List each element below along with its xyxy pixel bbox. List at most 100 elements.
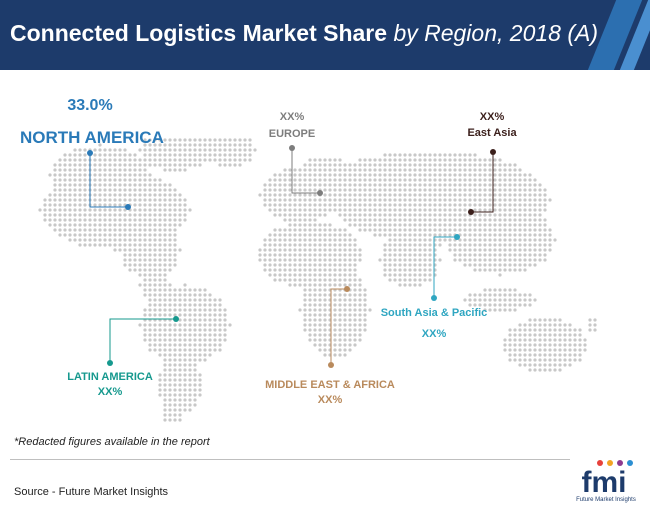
map-dot [353, 198, 357, 202]
map-dot [528, 363, 532, 367]
map-dot [288, 273, 292, 277]
map-dot [133, 198, 137, 202]
map-dot [413, 178, 417, 182]
map-dot [473, 163, 477, 167]
map-dot [563, 328, 567, 332]
map-dot [573, 333, 577, 337]
map-dot [148, 263, 152, 267]
map-dot [348, 318, 352, 322]
map-dot [538, 363, 542, 367]
map-dot [63, 163, 67, 167]
map-dot [53, 178, 57, 182]
map-dot [383, 163, 387, 167]
map-dot [138, 263, 142, 267]
map-dot [498, 298, 502, 302]
map-dot [148, 328, 152, 332]
map-dot [128, 263, 132, 267]
map-dot [488, 293, 492, 297]
map-dot [183, 383, 187, 387]
map-dot [523, 258, 527, 262]
map-dot [463, 263, 467, 267]
map-dot [158, 338, 162, 342]
map-dot [353, 333, 357, 337]
map-dot [393, 198, 397, 202]
map-dot [128, 223, 132, 227]
map-dot [343, 323, 347, 327]
map-dot [273, 233, 277, 237]
map-dot [488, 203, 492, 207]
map-dot [363, 178, 367, 182]
map-dot [453, 203, 457, 207]
map-dot [343, 348, 347, 352]
map-dot [173, 343, 177, 347]
map-dot [143, 248, 147, 252]
map-dot [168, 238, 172, 242]
map-dot [183, 208, 187, 212]
map-dot [418, 243, 422, 247]
map-dot [68, 213, 72, 217]
map-dot [293, 198, 297, 202]
map-dot [348, 278, 352, 282]
map-dot [288, 248, 292, 252]
map-dot [378, 178, 382, 182]
map-dot [473, 168, 477, 172]
map-dot [513, 348, 517, 352]
map-dot [323, 193, 327, 197]
map-dot [313, 333, 317, 337]
map-dot [533, 363, 537, 367]
map-dot [508, 233, 512, 237]
map-dot [178, 403, 182, 407]
map-dot [273, 228, 277, 232]
map-dot [403, 243, 407, 247]
map-dot [313, 158, 317, 162]
map-dot [288, 178, 292, 182]
map-dot [408, 218, 412, 222]
map-dot [318, 223, 322, 227]
map-dot [358, 213, 362, 217]
map-dot [528, 248, 532, 252]
map-dot [158, 393, 162, 397]
map-dot [183, 283, 187, 287]
map-dot [533, 248, 537, 252]
map-dot [478, 203, 482, 207]
map-dot [123, 148, 127, 152]
map-dot [303, 233, 307, 237]
map-dot [48, 198, 52, 202]
map-dot [178, 368, 182, 372]
map-dot [453, 188, 457, 192]
map-dot [538, 203, 542, 207]
map-dot [348, 178, 352, 182]
map-dot [493, 288, 497, 292]
map-dot [143, 143, 147, 147]
map-dot [283, 188, 287, 192]
map-dot [63, 233, 67, 237]
map-dot [203, 358, 207, 362]
map-dot [458, 173, 462, 177]
map-dot [338, 193, 342, 197]
map-dot [188, 318, 192, 322]
map-dot [363, 328, 367, 332]
map-dot [128, 188, 132, 192]
map-dot [163, 358, 167, 362]
map-dot [133, 268, 137, 272]
map-dot [198, 353, 202, 357]
map-dot [518, 343, 522, 347]
map-dot [488, 158, 492, 162]
map-dot [98, 213, 102, 217]
map-dot [248, 138, 252, 142]
map-dot [283, 278, 287, 282]
map-dot [578, 333, 582, 337]
map-dot [473, 303, 477, 307]
map-dot [123, 198, 127, 202]
map-dot [43, 208, 47, 212]
map-dot [278, 208, 282, 212]
map-dot [423, 163, 427, 167]
map-dot [118, 198, 122, 202]
map-dot [158, 348, 162, 352]
map-dot [498, 163, 502, 167]
map-dot [208, 338, 212, 342]
map-dot [188, 148, 192, 152]
map-dot [98, 193, 102, 197]
map-dot [143, 278, 147, 282]
map-dot [218, 318, 222, 322]
